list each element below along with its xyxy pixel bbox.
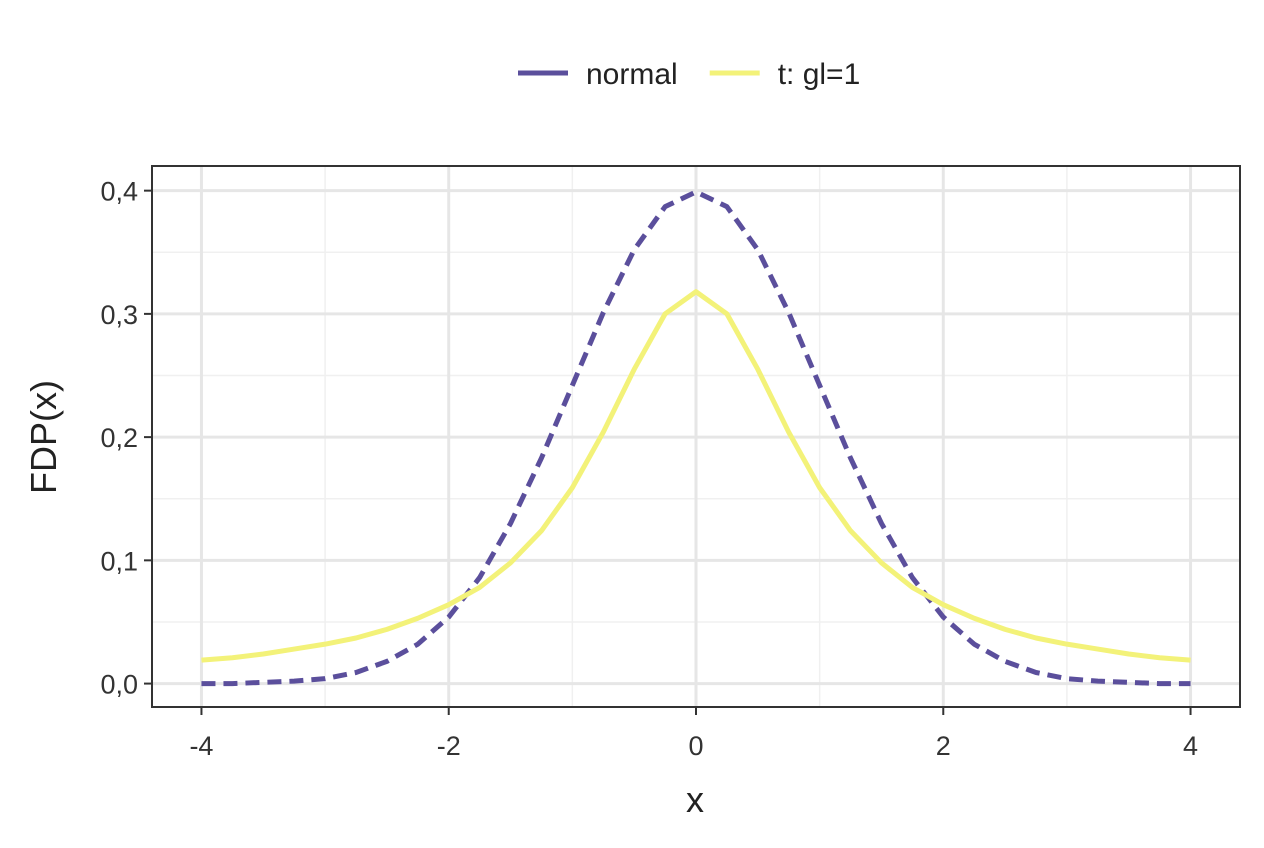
legend-label: normal bbox=[586, 58, 678, 91]
x-tick-label: -4 bbox=[189, 731, 213, 761]
line-series bbox=[201, 189, 1191, 687]
x-tick-label: 0 bbox=[688, 731, 703, 761]
y-tick-label: 0,0 bbox=[100, 670, 138, 700]
y-tick-label: 0,1 bbox=[100, 546, 138, 576]
plot-border bbox=[151, 165, 1241, 708]
y-tick-label: 0,3 bbox=[100, 300, 138, 330]
y-tick-label: 0,4 bbox=[100, 177, 138, 207]
x-axis-title: x bbox=[686, 779, 704, 820]
line-series bbox=[201, 289, 1191, 663]
y-tick-label: 0,2 bbox=[100, 423, 138, 453]
x-tick-label: 4 bbox=[1183, 731, 1198, 761]
x-tick-label: -2 bbox=[437, 731, 461, 761]
legend-label: t: gl=1 bbox=[778, 58, 861, 91]
x-tick-label: 2 bbox=[936, 731, 951, 761]
y-axis-title: FDP(x) bbox=[23, 380, 64, 494]
